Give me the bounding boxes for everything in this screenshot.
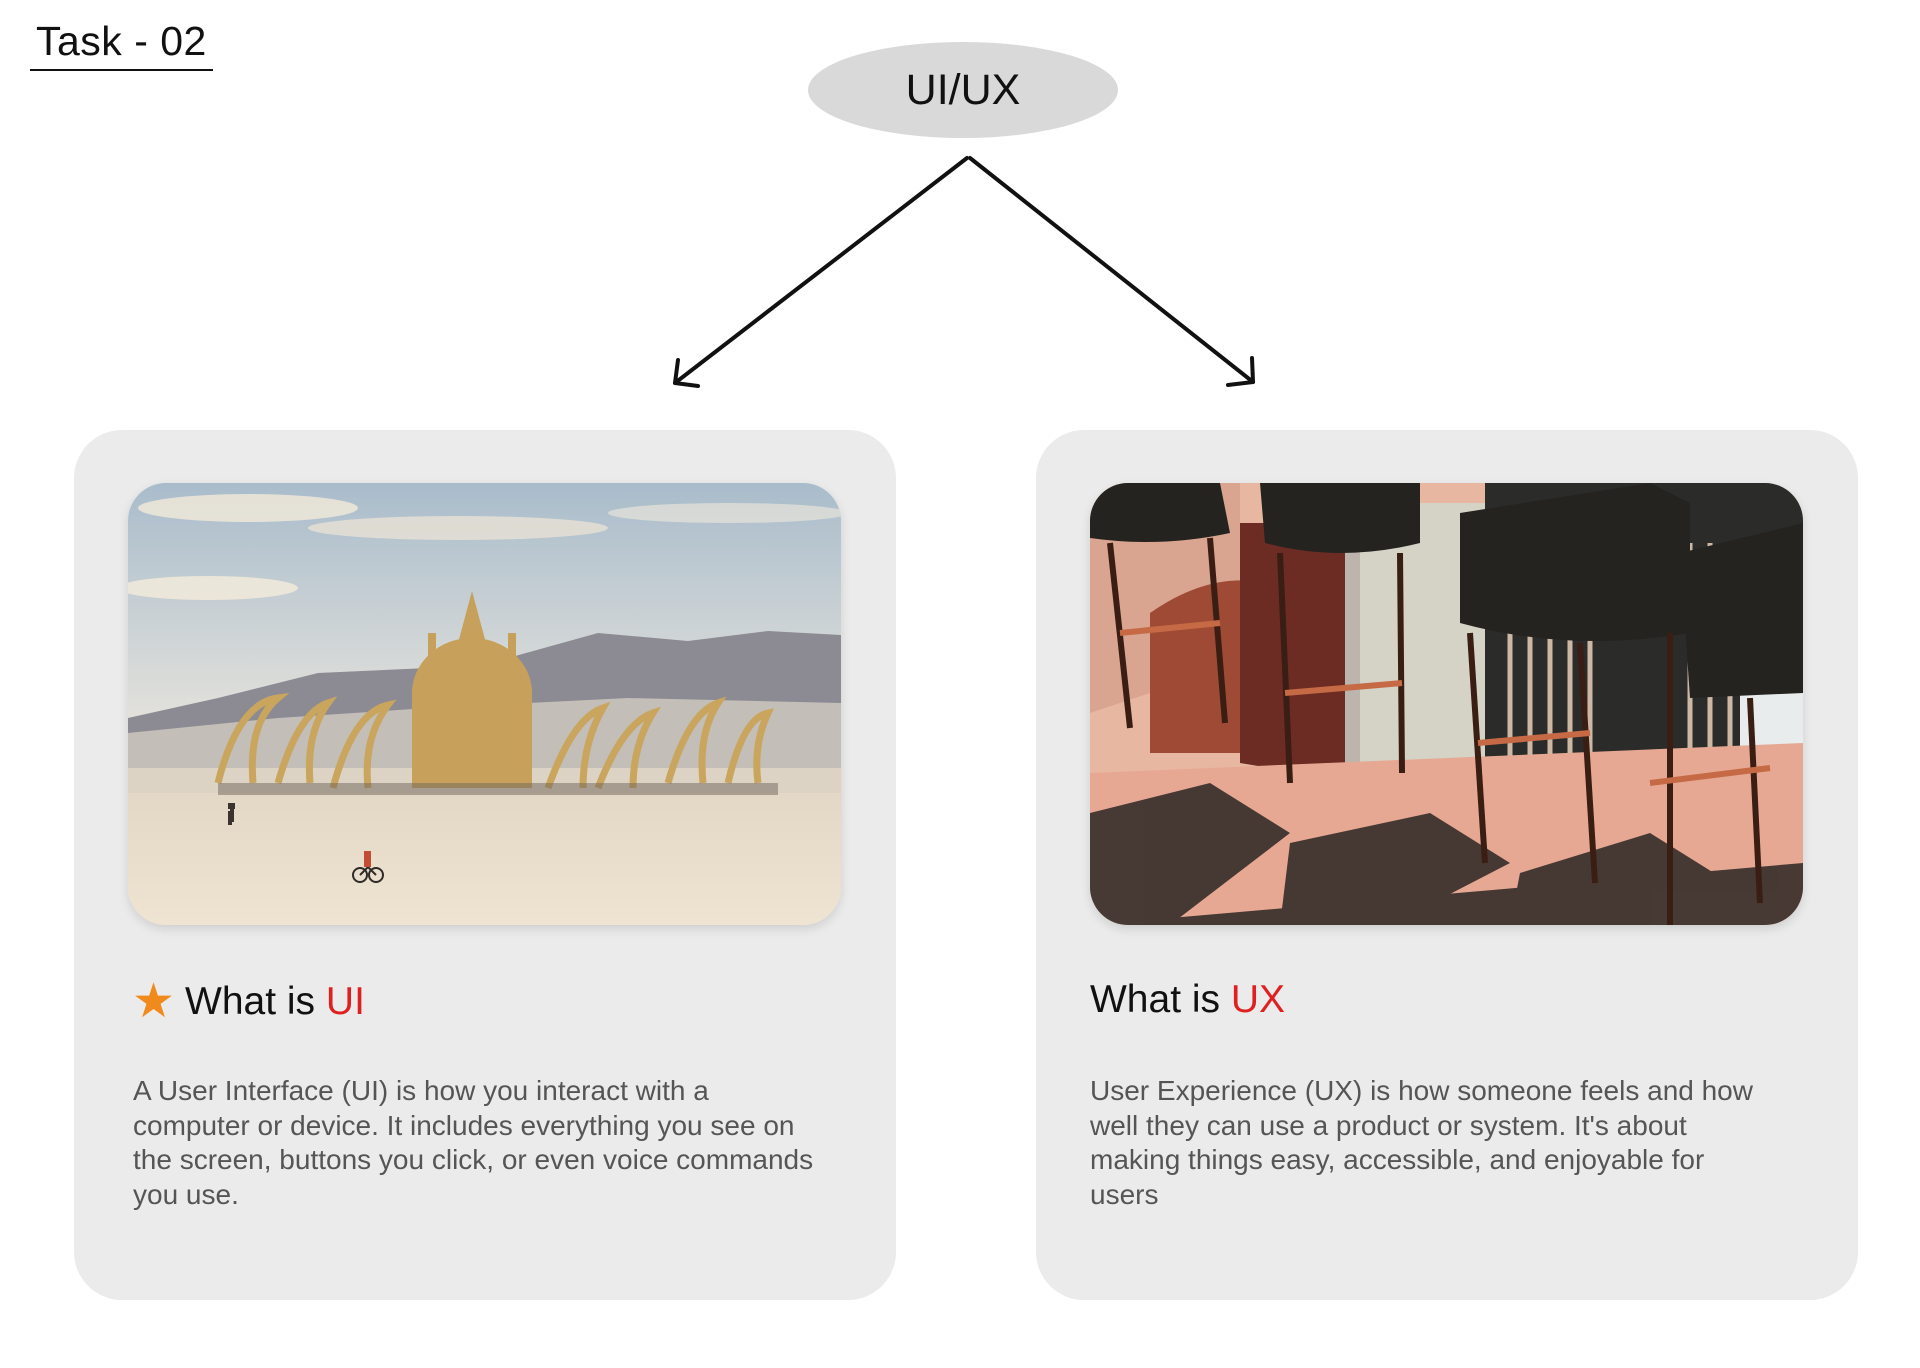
ui-heading-accent: UI bbox=[325, 980, 365, 1023]
ux-description: User Experience (UX) is how someone feel… bbox=[1090, 1075, 1753, 1210]
arrow-to-ui bbox=[673, 156, 969, 385]
desert-festival-dome-photo bbox=[128, 483, 841, 925]
ux-heading-prefix: What is bbox=[1090, 978, 1231, 1021]
ui-heading: ★ What is UI bbox=[132, 978, 365, 1026]
star-icon: ★ bbox=[132, 975, 176, 1028]
arrow-to-ux bbox=[968, 156, 1255, 384]
task-title: Task - 02 bbox=[30, 18, 213, 71]
ui-description: A User Interface (UI) is how you interac… bbox=[133, 1075, 814, 1210]
ux-heading-accent: UX bbox=[1230, 978, 1286, 1021]
card-ux: What is UX User Experience (UX) is how s… bbox=[1036, 430, 1858, 1300]
root-node-label: UI/UX bbox=[905, 65, 1021, 114]
root-node-ui-ux: UI/UX bbox=[808, 42, 1118, 138]
ui-heading-prefix: What is bbox=[185, 980, 326, 1023]
branch-arrows bbox=[673, 156, 1255, 388]
bar-stools-shadows-photo bbox=[1090, 483, 1803, 925]
ux-heading: What is UX bbox=[1090, 978, 1285, 1022]
arrowhead-ux bbox=[1226, 356, 1255, 387]
card-ui: ★ What is UI A User Interface (UI) is ho… bbox=[74, 430, 896, 1300]
arrowhead-ui bbox=[673, 358, 700, 388]
